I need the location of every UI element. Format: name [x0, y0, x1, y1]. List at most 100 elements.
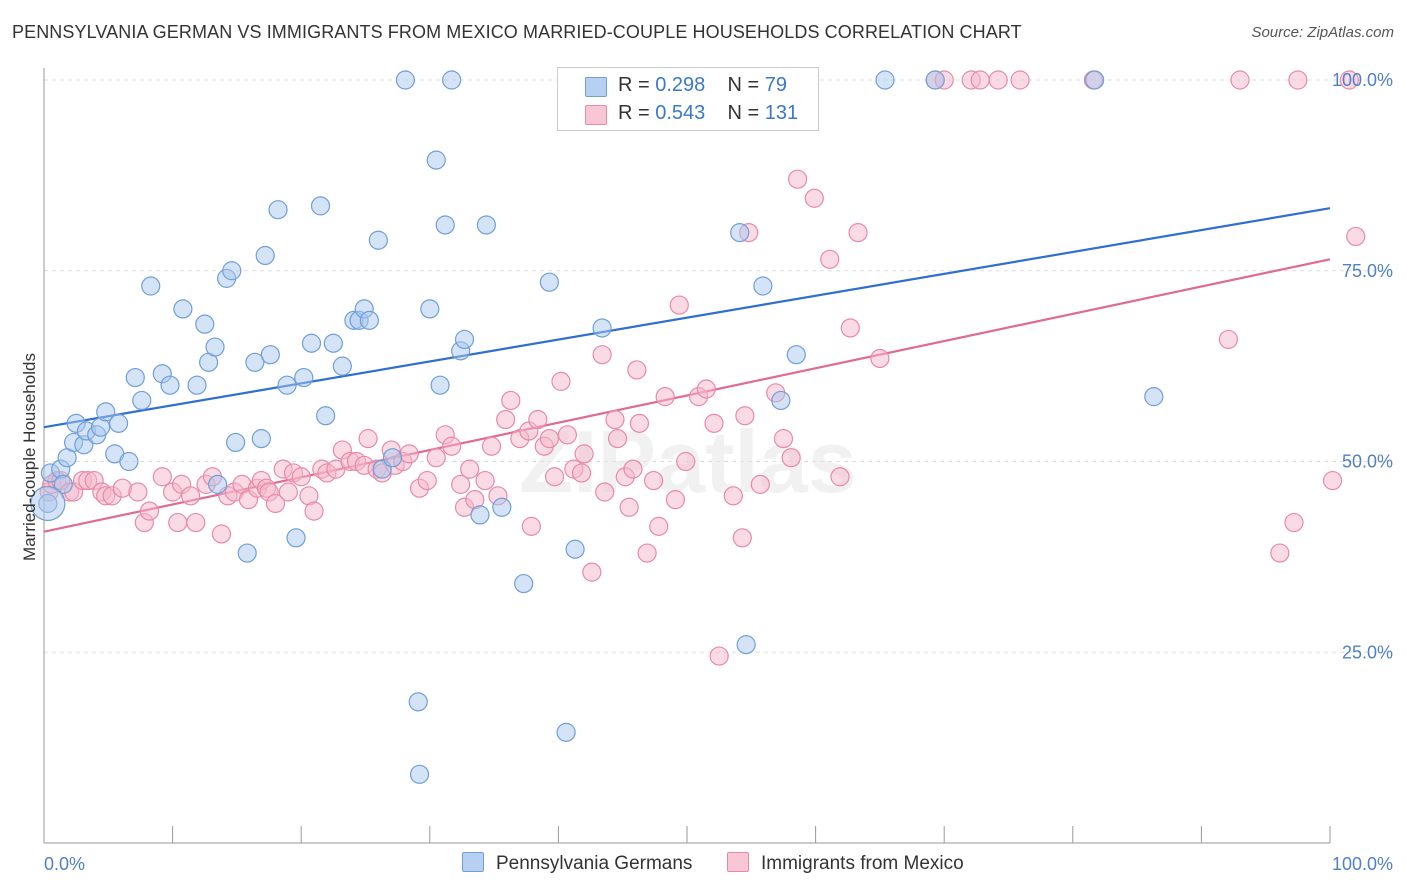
data-point-pink: [399, 444, 419, 464]
data-point-blue: [753, 276, 773, 296]
data-point-pink: [521, 516, 541, 536]
blue-swatch: [585, 77, 607, 97]
data-point-blue: [268, 200, 288, 220]
data-point-pink: [655, 387, 675, 407]
tick-labels: 25.0% 50.0% 75.0% 100.0% 0.0% 100.0%: [44, 70, 1393, 874]
trend-line-blue: [43, 207, 1331, 429]
y-tick-label: 25.0%: [1342, 642, 1393, 662]
r-label: R =: [618, 102, 650, 124]
data-point-pink: [820, 249, 840, 269]
data-point-pink: [278, 482, 298, 502]
data-point-blue: [310, 196, 331, 216]
data-point-pink: [637, 543, 657, 563]
data-point-blue: [208, 474, 228, 494]
data-point-blue: [125, 367, 145, 388]
data-point-blue: [173, 299, 193, 319]
data-point-pink: [870, 348, 890, 369]
data-point-blue: [368, 230, 388, 250]
data-point-pink: [669, 295, 689, 315]
data-point-blue: [565, 539, 585, 559]
y-tick-label: 75.0%: [1342, 261, 1393, 281]
data-point-blue: [430, 375, 450, 395]
r-value: 0.543: [655, 102, 706, 124]
data-point-blue: [426, 150, 446, 170]
data-point-blue-large: [30, 485, 66, 522]
data-point-pink: [595, 482, 615, 502]
data-point-pink: [676, 451, 696, 472]
data-point-pink: [840, 318, 860, 338]
data-point-blue: [301, 333, 322, 353]
data-point-blue: [395, 70, 415, 90]
r-value: 0.298: [655, 74, 706, 96]
chart-title: PENNSYLVANIA GERMAN VS IMMIGRANTS FROM M…: [12, 22, 1022, 42]
legend-label-series-2: Immigrants from Mexico: [761, 853, 964, 874]
data-point-pink: [426, 448, 446, 468]
data-point-pink: [1288, 70, 1308, 90]
x-tick-label: 100.0%: [1332, 854, 1393, 874]
data-point-blue: [592, 318, 612, 338]
data-point-blue: [237, 543, 257, 563]
data-point-pink: [804, 188, 824, 208]
data-point-pink: [592, 345, 612, 365]
pink-legend-swatch: [727, 852, 749, 872]
data-point-blue: [108, 413, 129, 433]
data-point-blue: [160, 375, 180, 395]
data-point-pink: [970, 70, 990, 90]
data-point-pink: [496, 409, 516, 430]
data-point-pink: [848, 223, 868, 243]
data-point-blue: [286, 528, 306, 548]
data-point-pink: [619, 497, 639, 517]
data-point-blue: [359, 310, 379, 330]
data-point-pink: [544, 467, 565, 487]
data-point-pink: [649, 516, 669, 536]
data-point-blue: [53, 474, 73, 494]
data-point-blue: [539, 272, 559, 292]
data-point-pink: [539, 429, 559, 449]
data-point-blue: [255, 245, 275, 266]
data-point-blue: [771, 390, 791, 411]
data-point-pink: [773, 429, 794, 449]
data-point-pink: [582, 562, 602, 582]
data-point-pink: [627, 360, 647, 380]
r-label: R =: [618, 74, 650, 96]
y-axis-label: Married-couple Households: [20, 353, 39, 561]
data-point-pink: [704, 413, 724, 433]
data-point-pink: [1339, 70, 1359, 90]
data-point-pink: [152, 467, 172, 487]
data-point-blue: [119, 451, 139, 472]
data-point-pink: [665, 490, 686, 510]
axes: [43, 68, 1331, 844]
data-point-blue: [925, 70, 945, 90]
data-point-pink: [528, 409, 548, 430]
data-point-blue: [132, 390, 152, 411]
data-point-blue: [420, 299, 440, 319]
data-point-blue: [294, 367, 314, 388]
data-point-pink: [750, 474, 770, 494]
y-tick-label: 100.0%: [1332, 70, 1393, 90]
data-point-blue: [409, 764, 430, 784]
data-point-pink: [460, 459, 480, 479]
data-point-pink: [304, 501, 324, 521]
n-label: N =: [727, 102, 760, 124]
stats-legend: R = 0.298 N = 79 R = 0.543 N = 131: [557, 67, 819, 131]
data-point-blue: [195, 314, 215, 334]
data-point-blue: [786, 345, 806, 365]
data-point-blue: [454, 329, 475, 350]
data-point-pink: [557, 425, 578, 445]
data-point-pink: [551, 371, 571, 391]
data-point-pink: [417, 470, 437, 491]
n-value: 131: [764, 102, 799, 124]
legend-item-immigrants-from-mexico: Immigrants from Mexico: [727, 852, 964, 875]
data-point-blue: [323, 333, 343, 353]
data-point-blue: [222, 261, 242, 281]
data-point-pink: [291, 467, 311, 487]
data-point-pink: [139, 501, 160, 521]
data-point-blue: [875, 70, 895, 90]
blue-legend-swatch: [462, 852, 484, 872]
data-point-pink: [735, 406, 755, 426]
data-point-pink: [128, 482, 148, 502]
grid-lines: [44, 79, 1390, 653]
data-point-blue: [187, 375, 207, 395]
data-point-pink: [781, 448, 801, 468]
